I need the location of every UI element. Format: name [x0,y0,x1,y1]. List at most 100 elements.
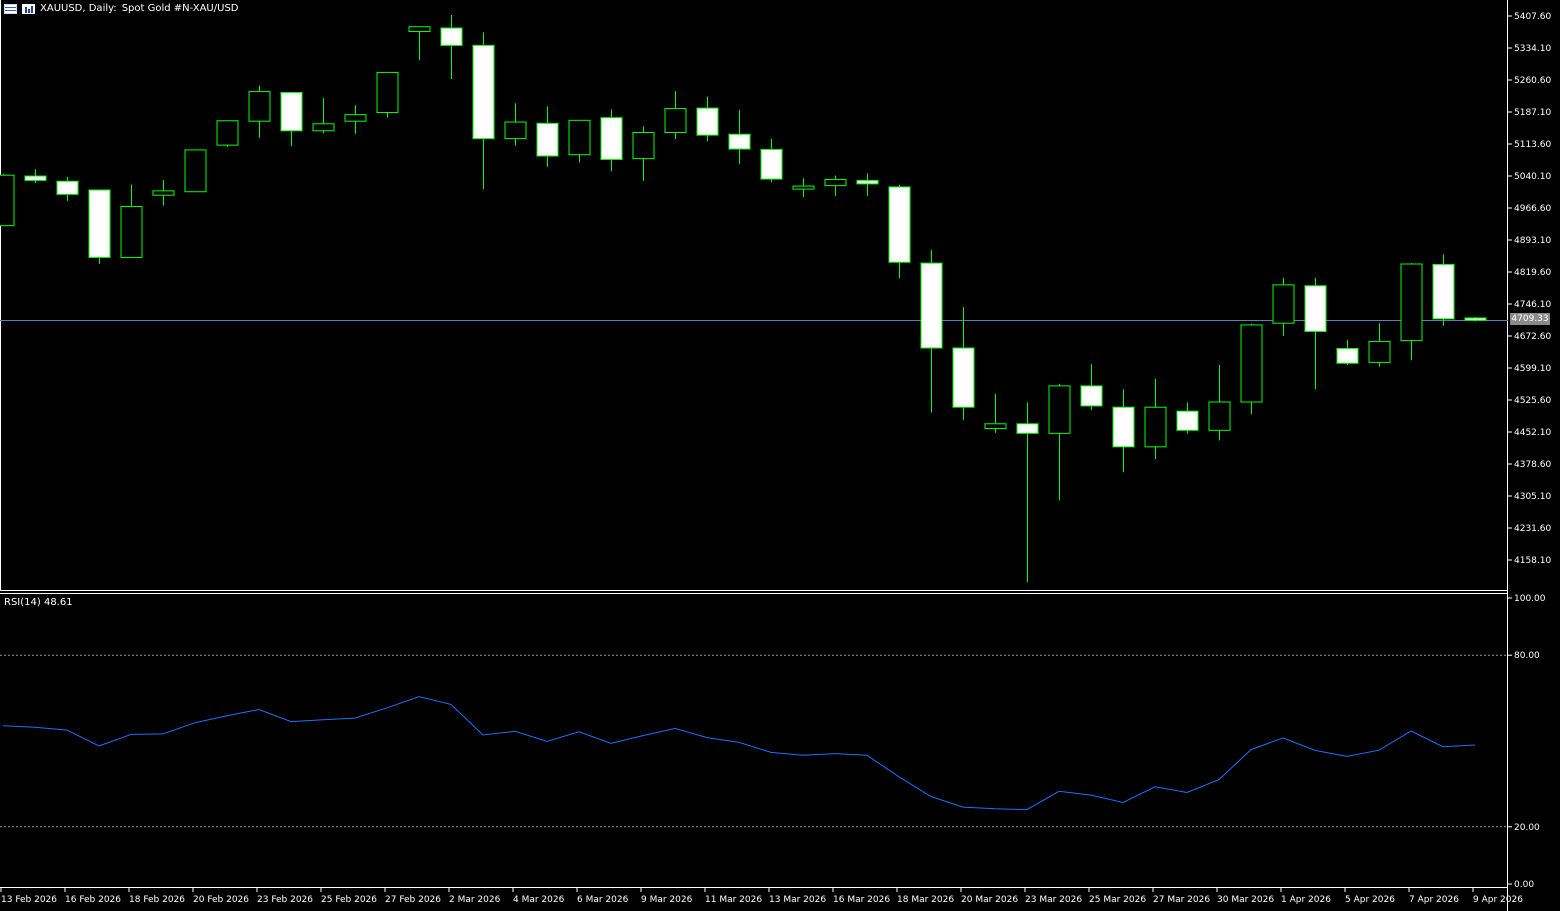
candle [1464,317,1487,322]
candle [664,91,687,140]
candle [792,178,815,197]
candle-body-bearish [88,189,111,258]
candle-body-bearish [24,175,47,181]
candle [344,105,367,134]
price-axis-label: 5334.10 [1514,44,1551,54]
candle [280,91,303,147]
candle-body-bullish [0,174,15,227]
chart-frame [0,0,1508,911]
date-axis-label: 6 Mar 2026 [577,895,629,905]
date-axis-label: 16 Feb 2026 [65,895,121,905]
candle [56,176,79,201]
candle [632,126,655,181]
candle-body-bearish [728,133,751,150]
date-axis-label: 30 Mar 2026 [1217,895,1274,905]
candle [824,175,847,197]
current-price-tag: 4709.33 [1510,313,1550,325]
candle [88,189,111,264]
candle [920,250,943,413]
candle [696,96,719,142]
rsi-axis-label: 80.00 [1514,651,1540,661]
candle-body-bullish [568,119,591,156]
candle-body-bullish [1272,284,1295,324]
candle-body-bullish [824,179,847,187]
candle [152,179,175,206]
candle-body-bullish [1048,385,1071,434]
candle [376,71,399,118]
date-axis-label: 2 Mar 2026 [449,895,501,905]
candle-body-bullish [984,423,1007,430]
price-axis-label: 5407.60 [1514,12,1551,22]
candle [952,307,975,420]
candle [1208,364,1231,441]
candle [1176,402,1199,434]
candle-body-bullish [120,206,143,258]
rsi-axis-label: 0.00 [1514,880,1534,890]
date-axis-label: 11 Mar 2026 [705,895,762,905]
candle-body-bearish [1336,347,1359,364]
candle-body-bullish [344,114,367,122]
candle-body-bearish [280,91,303,132]
candle [984,393,1007,433]
price-axis-label: 4966.60 [1514,204,1551,214]
date-axis-label: 4 Mar 2026 [513,895,565,905]
candle [248,85,271,138]
candle-body-bullish [1400,263,1423,342]
candle [312,98,335,134]
date-axis-label: 5 Apr 2026 [1345,895,1395,905]
candle-body-bearish [856,179,879,185]
price-axis-label: 5260.60 [1514,76,1551,86]
candle [1272,277,1295,336]
chart-symbol-label: XAUUSD, Daily: [40,3,117,14]
date-axis-label: 25 Feb 2026 [321,895,377,905]
candle [0,173,15,227]
candle-body-bearish [600,117,623,160]
date-axis-label: 13 Feb 2026 [1,895,57,905]
candle [1048,383,1071,501]
candle [216,120,239,147]
candle [600,109,623,172]
rsi-indicator-label: RSI(14) 48.61 [4,597,73,608]
candle-body-bearish [440,27,463,46]
price-axis-label: 4525.60 [1514,396,1551,406]
candle-body-bullish [632,132,655,160]
price-axis-label: 4672.60 [1514,332,1551,342]
candle-body-bearish [1080,385,1103,407]
rsi-line [2,696,1476,811]
date-axis-label: 25 Mar 2026 [1089,895,1146,905]
candle [1144,378,1167,460]
candle [856,173,879,197]
candle [888,184,911,279]
candle [472,32,495,190]
candle [568,119,591,163]
date-axis-label: 1 Apr 2026 [1281,895,1331,905]
price-axis-label: 5040.10 [1514,172,1551,182]
candle-body-bullish [248,91,271,122]
candle [184,149,207,193]
candle-body-bullish [184,149,207,193]
candle [1400,263,1423,361]
candle-body-bearish [1112,406,1135,448]
date-axis-label: 27 Mar 2026 [1153,895,1210,905]
candle-body-bullish [216,120,239,146]
date-axis-label: 23 Feb 2026 [257,895,313,905]
candle [728,109,751,165]
date-axis-label: 16 Mar 2026 [833,895,890,905]
price-axis-label: 4599.10 [1514,364,1551,374]
chart-type-icon[interactable] [22,4,35,14]
candle-body-bearish [920,262,943,349]
candle [440,14,463,79]
candle-body-bullish [1368,340,1391,363]
window-grid-icon[interactable] [4,4,17,14]
candle-body-bullish [152,190,175,196]
date-axis-label: 9 Apr 2026 [1473,895,1523,905]
date-axis-label: 9 Mar 2026 [641,895,693,905]
candle [504,103,527,146]
candle-body-bullish [312,123,335,132]
date-axis-label: 13 Mar 2026 [769,895,826,905]
candle [536,106,559,167]
date-axis-label: 27 Feb 2026 [385,895,441,905]
candle [24,169,47,184]
candle-body-bullish [1144,406,1167,448]
